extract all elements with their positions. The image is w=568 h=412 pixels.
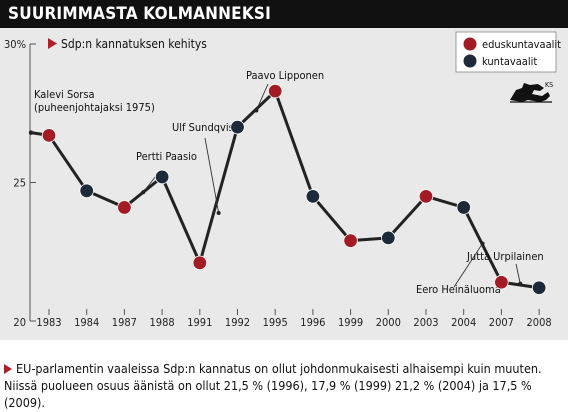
x-tick-label: 1992 xyxy=(225,316,250,329)
data-point-1987 xyxy=(117,200,132,215)
x-tick-label: 1988 xyxy=(150,316,175,329)
chart-subtitle-group: Sdp:n kannatuksen kehitys xyxy=(48,37,207,51)
x-tick-label: 1995 xyxy=(263,316,288,329)
x-tick-label: 1996 xyxy=(300,316,325,329)
infographic-title: SUURIMMASTA KOLMANNEKSI xyxy=(8,4,271,24)
y-tick-label: 20 xyxy=(13,316,26,329)
data-point-2003 xyxy=(418,189,434,204)
data-point-1999 xyxy=(343,233,358,248)
data-point-1991 xyxy=(192,255,208,271)
y-tick-label: 30% xyxy=(4,38,26,51)
annotation-leader xyxy=(255,83,269,111)
x-tick-label: 2004 xyxy=(451,316,476,329)
chart-subtitle: Sdp:n kannatuksen kehitys xyxy=(61,37,207,51)
x-tick-label: 2000 xyxy=(376,316,401,329)
y-tick-label: 25 xyxy=(13,177,26,190)
annotation-leader xyxy=(453,243,483,288)
x-tick-label: 2007 xyxy=(489,316,514,329)
footer-note: EU-parlamentin vaaleissa Sdp:n kannatus … xyxy=(4,360,564,411)
annotation-leader xyxy=(142,175,157,193)
data-point-2008 xyxy=(531,280,547,295)
x-tick-label: 1984 xyxy=(74,316,99,329)
annotation-anchor-dot xyxy=(29,130,33,135)
line-chart: Kalevi Sorsa(puheenjohtajaksi 1975) Pertt… xyxy=(4,31,561,329)
data-point-2004 xyxy=(456,200,471,215)
annotation-leader xyxy=(515,263,521,284)
annotation-label: Jutta Urpilainen xyxy=(466,250,544,263)
annotation-anchor-dot xyxy=(254,108,259,113)
ks-lion-logo: KS xyxy=(510,81,553,103)
footer-line-2: Niissä puolueen osuus äänistä on ollut 2… xyxy=(4,378,532,410)
x-tick-label: 1991 xyxy=(187,316,212,329)
x-tick-label: 1999 xyxy=(338,316,363,329)
x-tick-label: 2003 xyxy=(413,316,438,329)
logo-text: KS xyxy=(545,81,553,89)
annotation-label: Paavo Lipponen xyxy=(246,69,324,82)
x-tick-label: 1987 xyxy=(112,316,137,329)
annotation-anchor-dot xyxy=(141,190,146,195)
data-point-1992 xyxy=(230,119,245,135)
annotation-label: (puheenjohtajaksi 1975) xyxy=(34,101,155,114)
annotation-label: Pertti Paasio xyxy=(136,150,197,163)
annotation-label: Eero Heinäluoma xyxy=(416,283,501,296)
x-tick-label: 2008 xyxy=(527,316,552,329)
chart-panel: Kalevi Sorsa (puheenjohtajaksi 1975) Pertt… xyxy=(0,28,568,340)
header-bar: SUURIMMASTA KOLMANNEKSI xyxy=(0,0,568,28)
data-point-1995 xyxy=(268,83,283,99)
data-point-2007 xyxy=(494,275,509,290)
annotation-leader xyxy=(204,137,220,214)
footer-text-1: EU-parlamentin vaaleissa Sdp:n kannatus … xyxy=(16,361,542,376)
subtitle-marker-icon xyxy=(48,38,57,49)
data-point-1984 xyxy=(79,183,94,199)
data-point-1983 xyxy=(41,128,57,143)
data-point-1988 xyxy=(154,169,170,185)
data-point-2000 xyxy=(381,230,396,246)
annotation-anchor-dot xyxy=(216,210,221,215)
footer-line-1: EU-parlamentin vaaleissa Sdp:n kannatus … xyxy=(4,360,564,377)
series-line xyxy=(30,89,540,290)
annotation-anchor-dot xyxy=(480,241,485,246)
data-point-1996 xyxy=(305,189,321,204)
legend-swatch-kuntavaalit xyxy=(463,54,477,68)
annotation-anchor-dot xyxy=(518,281,523,286)
legend-swatch-eduskuntavaalit xyxy=(463,37,477,51)
legend-label-kuntavaalit: kuntavaalit xyxy=(482,55,537,68)
x-tick-label: 1983 xyxy=(36,316,61,329)
legend: eduskuntavaalit kuntavaalit xyxy=(455,31,561,73)
annotation-label: Kalevi Sorsa xyxy=(34,88,95,101)
footer-marker-icon xyxy=(4,364,12,374)
legend-label-eduskuntavaalit: eduskuntavaalit xyxy=(482,38,561,51)
annotation-label: Ulf Sundqvist xyxy=(172,121,238,134)
